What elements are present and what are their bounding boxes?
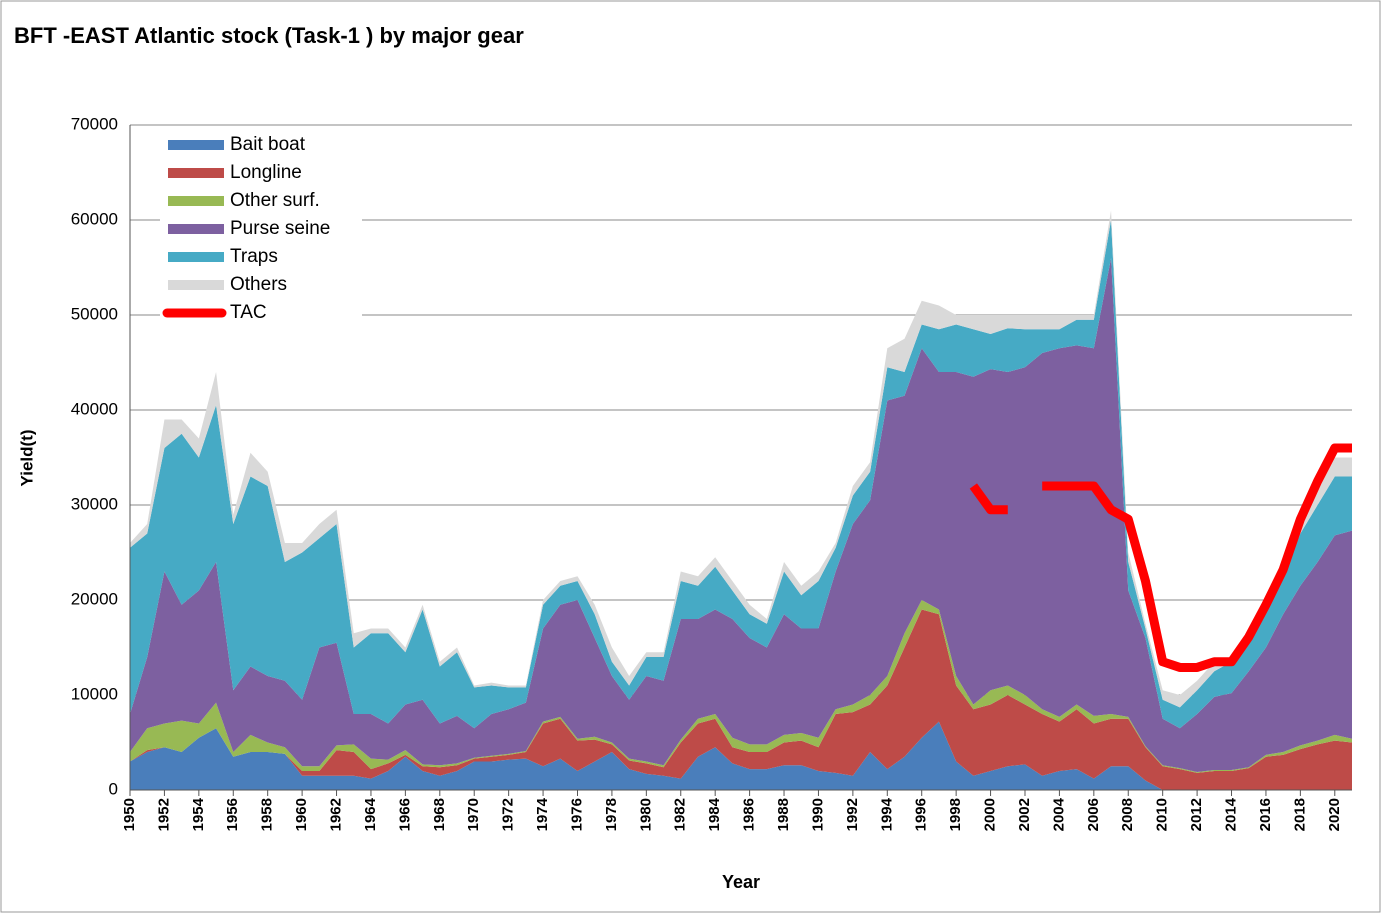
chart-title: BFT -EAST Atlantic stock (Task-1 ) by ma… (14, 23, 524, 48)
x-tick-label: 1962 (328, 798, 345, 831)
legend-label: Bait boat (230, 134, 306, 155)
area (130, 220, 1352, 729)
x-tick-label: 1952 (155, 798, 172, 831)
legend-swatch (168, 168, 224, 178)
x-tick-label: 2000 (982, 798, 999, 831)
legend-swatch (168, 252, 224, 262)
tac-line (969, 443, 1352, 672)
x-tick-label: 1996 (913, 798, 930, 831)
legend-label: Others (230, 274, 287, 295)
x-tick-label: 1980 (637, 798, 654, 831)
x-tick-label: 1998 (947, 798, 964, 831)
y-tick-label: 20000 (71, 589, 118, 608)
legend-label: TAC (230, 302, 267, 323)
x-tick-label: 1966 (396, 798, 413, 831)
legend-swatch (168, 196, 224, 206)
axes: 0 10000 20000 30000 40000 50000 60000 70000 1950… (71, 114, 1352, 831)
legend-label: Purse seine (230, 218, 330, 239)
x-tick-label: 1960 (293, 798, 310, 831)
x-tick-label: 1974 (534, 797, 551, 831)
x-tick-label: 1986 (741, 798, 758, 831)
x-tick-label: 1972 (500, 798, 517, 831)
x-tick-label: 2008 (1119, 798, 1136, 831)
x-tick-label: 1950 (121, 798, 138, 831)
x-tick-label: 1968 (431, 798, 448, 831)
y-axis-label: Yield(t) (17, 430, 36, 487)
y-tick-label: 0 (109, 779, 118, 798)
x-tick-label: 1992 (844, 798, 861, 831)
y-tick-label: 60000 (71, 209, 118, 228)
x-tick-label: 1978 (603, 798, 620, 831)
y-tick-label: 10000 (71, 684, 118, 703)
y-tick-label: 40000 (71, 399, 118, 418)
x-tick-label: 1964 (362, 797, 379, 831)
y-tick-label: 30000 (71, 494, 118, 513)
legend-swatch (168, 140, 224, 150)
x-tick-label: 1994 (878, 797, 895, 831)
x-tick-label: 1954 (190, 797, 207, 831)
x-tick-label: 1984 (706, 797, 723, 831)
x-tick-label: 2006 (1085, 798, 1102, 831)
legend-label: Traps (230, 246, 278, 267)
x-tick-label: 1956 (224, 798, 241, 831)
x-tick-label: 2012 (1188, 798, 1205, 831)
legend-swatch (168, 224, 224, 234)
y-tick-label: 50000 (71, 304, 118, 323)
x-tick-label: 1990 (809, 798, 826, 831)
legend-label: Longline (230, 162, 302, 183)
areas (130, 210, 1352, 790)
area (130, 258, 1352, 772)
x-tick-label: 2002 (1016, 798, 1033, 831)
x-tick-label: 2004 (1050, 797, 1067, 831)
x-tick-label: 2016 (1257, 798, 1274, 831)
x-tick-label: 1988 (775, 798, 792, 831)
x-axis-label: Year (722, 872, 760, 892)
area (130, 609, 1352, 790)
area (130, 721, 1352, 790)
x-tick-label: 1970 (465, 798, 482, 831)
legend-swatch (168, 280, 224, 290)
x-tick-label: 2014 (1222, 797, 1239, 831)
x-tick-label: 1982 (672, 798, 689, 831)
x-tick-label: 1976 (568, 798, 585, 831)
x-tick-label: 2010 (1154, 798, 1171, 831)
x-tick-label: 1958 (259, 798, 276, 831)
x-tick-label: 2018 (1291, 798, 1308, 831)
x-tick-label: 2020 (1326, 798, 1343, 831)
legend-label: Other surf. (230, 190, 320, 211)
y-tick-label: 70000 (71, 114, 118, 133)
legend: Bait boat Longline Other surf. Purse seine T… (160, 132, 362, 326)
